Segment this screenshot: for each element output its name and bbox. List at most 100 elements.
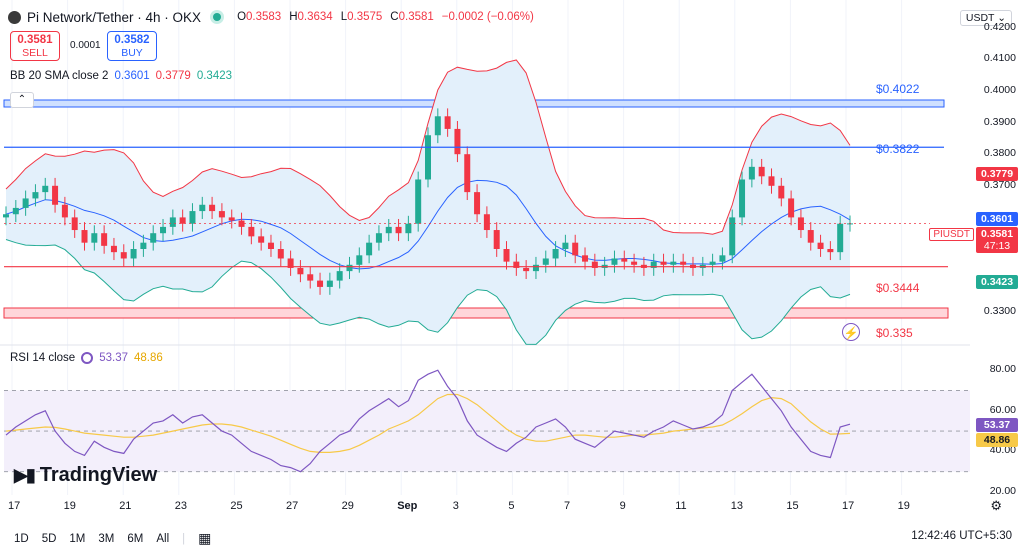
candle-body [317, 280, 324, 287]
rsi-tick: 80.00 [989, 363, 1016, 376]
tradingview-brand: TradingView [39, 464, 158, 486]
candle-body [356, 255, 363, 265]
x-tick: 15 [786, 500, 799, 512]
candle-body [631, 261, 638, 265]
candle-body [739, 179, 746, 218]
market-open-icon [213, 13, 222, 21]
range-5d[interactable]: 5D [41, 532, 57, 545]
x-tick: 25 [230, 500, 243, 512]
symbol-title[interactable]: Pi Network/Tether · 4h · OKX [27, 9, 202, 25]
candle-body [768, 176, 775, 186]
candle-body [719, 255, 726, 262]
candle-body [621, 258, 628, 262]
bb-mid-line [5, 179, 851, 270]
currency-selector[interactable]: USDT ⌄ [959, 10, 1012, 26]
candle-body [326, 280, 333, 287]
sell-button[interactable]: 0.3581 SELL [10, 31, 60, 61]
price-tick: 0.4200 [983, 20, 1016, 33]
x-tick: 19 [897, 500, 910, 512]
candle-body [160, 226, 167, 234]
candle-body [120, 252, 127, 259]
price-tick: 0.3300 [983, 305, 1016, 318]
level-label-3444: $0.3444 [876, 281, 920, 295]
rsi-tick: 60.00 [989, 403, 1016, 416]
candle-body [444, 116, 451, 129]
candle-body [542, 258, 549, 265]
high-value: 0.3634 [297, 11, 333, 23]
buy-price: 0.3582 [114, 34, 150, 46]
bb-lower-line [5, 239, 851, 345]
candle-body [307, 274, 314, 281]
candle-body [150, 233, 157, 243]
bb-lower-value: 0.3423 [196, 70, 233, 82]
axis-settings-icon[interactable]: ⚙ [990, 498, 1002, 513]
candle-body [807, 230, 814, 243]
candle-body [101, 233, 108, 246]
candle-body [395, 226, 402, 234]
price-tick: 0.3900 [983, 115, 1016, 128]
candle-body [464, 154, 471, 193]
candle-body [287, 258, 294, 268]
timezone-clock[interactable]: 12:42:46 UTC+5:30 [911, 530, 1012, 542]
candle-body [199, 204, 206, 212]
bb-upper-value: 0.3779 [155, 70, 191, 82]
tv-icon: ▶▮ [14, 465, 36, 485]
candle-body [258, 236, 265, 243]
candle-body [169, 217, 176, 227]
lightning-icon[interactable]: ⚡ [842, 323, 860, 341]
candle-body [415, 179, 422, 224]
bb-mid-value: 0.3601 [114, 70, 150, 82]
candle-body [336, 271, 343, 281]
calendar-icon[interactable]: ▦ [198, 530, 212, 546]
rsi-value: 53.37 [99, 352, 128, 364]
pi-coin-icon [8, 10, 21, 24]
candle-body [140, 242, 147, 249]
candle-body [778, 185, 785, 199]
collapse-legend-icon[interactable]: ⌃ [10, 92, 34, 108]
rsi-tag: 53.37 [976, 418, 1018, 432]
candle-body [847, 223, 853, 225]
level-label-3822: $0.3822 [876, 142, 920, 156]
range-1m[interactable]: 1M [69, 532, 86, 545]
bb-legend[interactable]: BB 20 SMA close 2 0.3601 0.3779 0.3423 [10, 70, 232, 82]
candle-body [748, 166, 755, 180]
range-6m[interactable]: 6M [127, 532, 144, 545]
range-1d[interactable]: 1D [14, 532, 29, 545]
bb-label: BB 20 SMA close 2 [10, 70, 109, 82]
candle-body [218, 211, 225, 218]
rsi-legend[interactable]: RSI 14 close 53.37 48.86 [10, 352, 163, 364]
bb-lower-tag: 0.3423 [976, 275, 1018, 289]
change-value: −0.0002 (−0.06%) [441, 11, 534, 23]
last-price: 0.3581 [980, 228, 1014, 240]
candle-body [454, 128, 461, 155]
candle-body [729, 217, 736, 256]
x-tick: Sep [397, 500, 418, 512]
bb-fill [6, 60, 850, 345]
candle-body [523, 267, 530, 272]
sell-label: SELL [22, 47, 48, 59]
candle-body [238, 220, 245, 227]
low-value: 0.3575 [347, 11, 383, 23]
candle-body [503, 249, 510, 262]
x-tick: 7 [564, 500, 571, 512]
range-all[interactable]: All [156, 532, 170, 545]
candle-body [680, 261, 687, 265]
range-3m[interactable]: 3M [98, 532, 115, 545]
x-tick: 27 [286, 500, 299, 512]
buy-button[interactable]: 0.3582 BUY [107, 31, 157, 61]
x-tick: 17 [842, 500, 855, 512]
x-tick: 3 [452, 500, 459, 512]
symbol-tag: PIUSDT [929, 228, 974, 241]
rsi-settings-icon[interactable] [81, 352, 94, 364]
high-label: H [289, 11, 298, 23]
candle-body [385, 226, 392, 234]
candle-body [248, 226, 255, 237]
price-tick: 0.4100 [983, 52, 1016, 65]
price-tick: 0.3800 [983, 147, 1016, 160]
x-tick: 11 [675, 500, 687, 512]
sell-price: 0.3581 [17, 34, 53, 46]
candle-body [42, 185, 49, 193]
tradingview-logo: ▶▮ TradingView [14, 464, 157, 487]
candle-body [552, 249, 559, 259]
